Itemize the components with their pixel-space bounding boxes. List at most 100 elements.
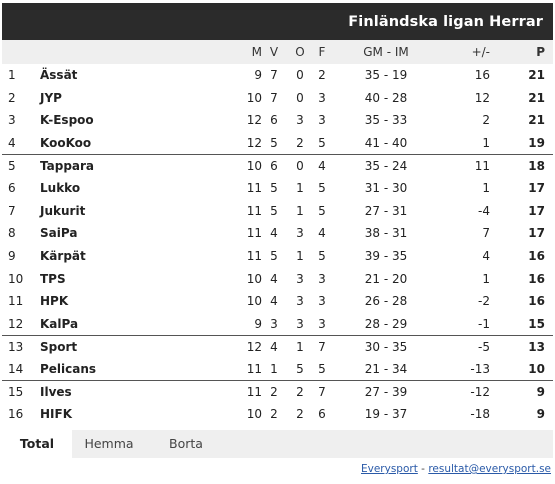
points: 17 [528,181,545,196]
draws: 1 [296,203,304,218]
col-draws: O [295,45,305,59]
matches: 12 [246,113,262,128]
standings-widget: Finländska ligan Herrar M V O F GM - IM … [2,3,553,458]
tab-hemma[interactable]: Hemma [84,436,134,451]
col-losses: F [318,45,326,59]
goal-diff: 12 [474,90,490,105]
points: 10 [528,362,545,377]
goal-diff: 2 [482,113,490,128]
tab-total[interactable]: Total [2,429,72,458]
position: 12 [8,316,24,331]
matches: 11 [246,362,262,377]
goals: 35 - 33 [364,113,408,128]
team-name[interactable]: K-Espoo [40,113,94,128]
team-name[interactable]: HPK [40,294,69,309]
team-name[interactable]: Pelicans [40,362,97,377]
table-header: Finländska ligan Herrar [2,3,553,40]
team-name[interactable]: JYP [40,90,62,105]
position: 11 [8,294,24,309]
position: 8 [8,226,16,241]
points: 13 [528,339,545,354]
goals: 41 - 40 [364,136,408,151]
table-row: 9 Kärpät 11 5 1 5 39 - 35 4 16 [2,245,553,268]
goal-diff: 16 [474,68,490,83]
points: 16 [528,271,545,286]
email-link[interactable]: resultat@everysport.se [428,463,551,475]
wins: 6 [270,159,278,174]
goal-diff: 1 [482,271,490,286]
position: 14 [8,362,24,377]
everysport-link[interactable]: Everysport [361,463,418,475]
draws: 0 [296,68,304,83]
table-row: 4 KooKoo 12 5 2 5 41 - 40 1 19 [2,132,553,155]
position: 16 [8,407,24,422]
goals: 19 - 37 [364,407,408,422]
goal-diff: 1 [482,136,490,151]
losses: 5 [318,136,326,151]
team-name[interactable]: SaiPa [40,226,78,241]
goal-diff: -5 [478,339,490,354]
goal-diff: -18 [470,407,490,422]
team-name[interactable]: Sport [40,339,78,354]
goal-diff: -13 [470,362,490,377]
losses: 2 [318,68,326,83]
points: 21 [528,90,545,105]
team-name[interactable]: Jukurit [40,203,86,218]
wins: 5 [270,203,278,218]
wins: 4 [270,294,278,309]
table-row: 16 HIFK 10 2 2 6 19 - 37 -18 9 [2,403,553,426]
points: 21 [528,113,545,128]
draws: 5 [296,362,304,377]
wins: 5 [270,249,278,264]
goals: 35 - 19 [364,68,408,83]
standings-rows: 1 Ässät 9 7 0 2 35 - 19 16 21 2 JYP 10 7 0 3 40 - 28 12 2… [2,64,553,426]
position: 6 [8,181,16,196]
team-name[interactable]: HIFK [40,407,73,422]
matches: 10 [246,294,262,309]
team-name[interactable]: Tappara [40,159,95,174]
goals: 21 - 34 [364,362,408,377]
goals: 35 - 24 [364,159,408,174]
table-row: 6 Lukko 11 5 1 5 31 - 30 1 17 [2,177,553,200]
table-row: 7 Jukurit 11 5 1 5 27 - 31 -4 17 [2,200,553,223]
position: 9 [8,249,16,264]
wins: 4 [270,339,278,354]
col-matches: M [251,45,262,59]
team-name[interactable]: Lukko [40,181,81,196]
team-name[interactable]: Ilves [40,385,72,400]
goals: 21 - 20 [364,271,408,286]
team-name[interactable]: Ässät [40,68,78,83]
draws: 2 [296,407,304,422]
draws: 0 [296,90,304,105]
draws: 3 [296,316,304,331]
losses: 3 [318,294,326,309]
wins: 5 [270,181,278,196]
position: 2 [8,90,16,105]
draws: 0 [296,159,304,174]
matches: 10 [246,407,262,422]
goals: 27 - 31 [364,203,408,218]
team-name[interactable]: Kärpät [40,249,86,264]
goals: 39 - 35 [364,249,408,264]
points: 9 [536,407,545,422]
wins: 3 [270,316,278,331]
matches: 10 [246,90,262,105]
points: 9 [536,385,545,400]
points: 18 [528,159,545,174]
team-name[interactable]: KooKoo [40,136,92,151]
losses: 4 [318,226,326,241]
matches: 12 [246,339,262,354]
team-name[interactable]: TPS [40,271,66,286]
tab-borta[interactable]: Borta [169,436,203,451]
matches: 10 [246,271,262,286]
wins: 6 [270,113,278,128]
position: 10 [8,271,24,286]
losses: 5 [318,249,326,264]
team-name[interactable]: KalPa [40,316,79,331]
draws: 3 [296,226,304,241]
goal-diff: 4 [482,249,490,264]
footer-separator: - [417,463,429,475]
goals: 26 - 28 [364,294,408,309]
col-wins: V [269,45,279,59]
matches: 9 [254,68,262,83]
